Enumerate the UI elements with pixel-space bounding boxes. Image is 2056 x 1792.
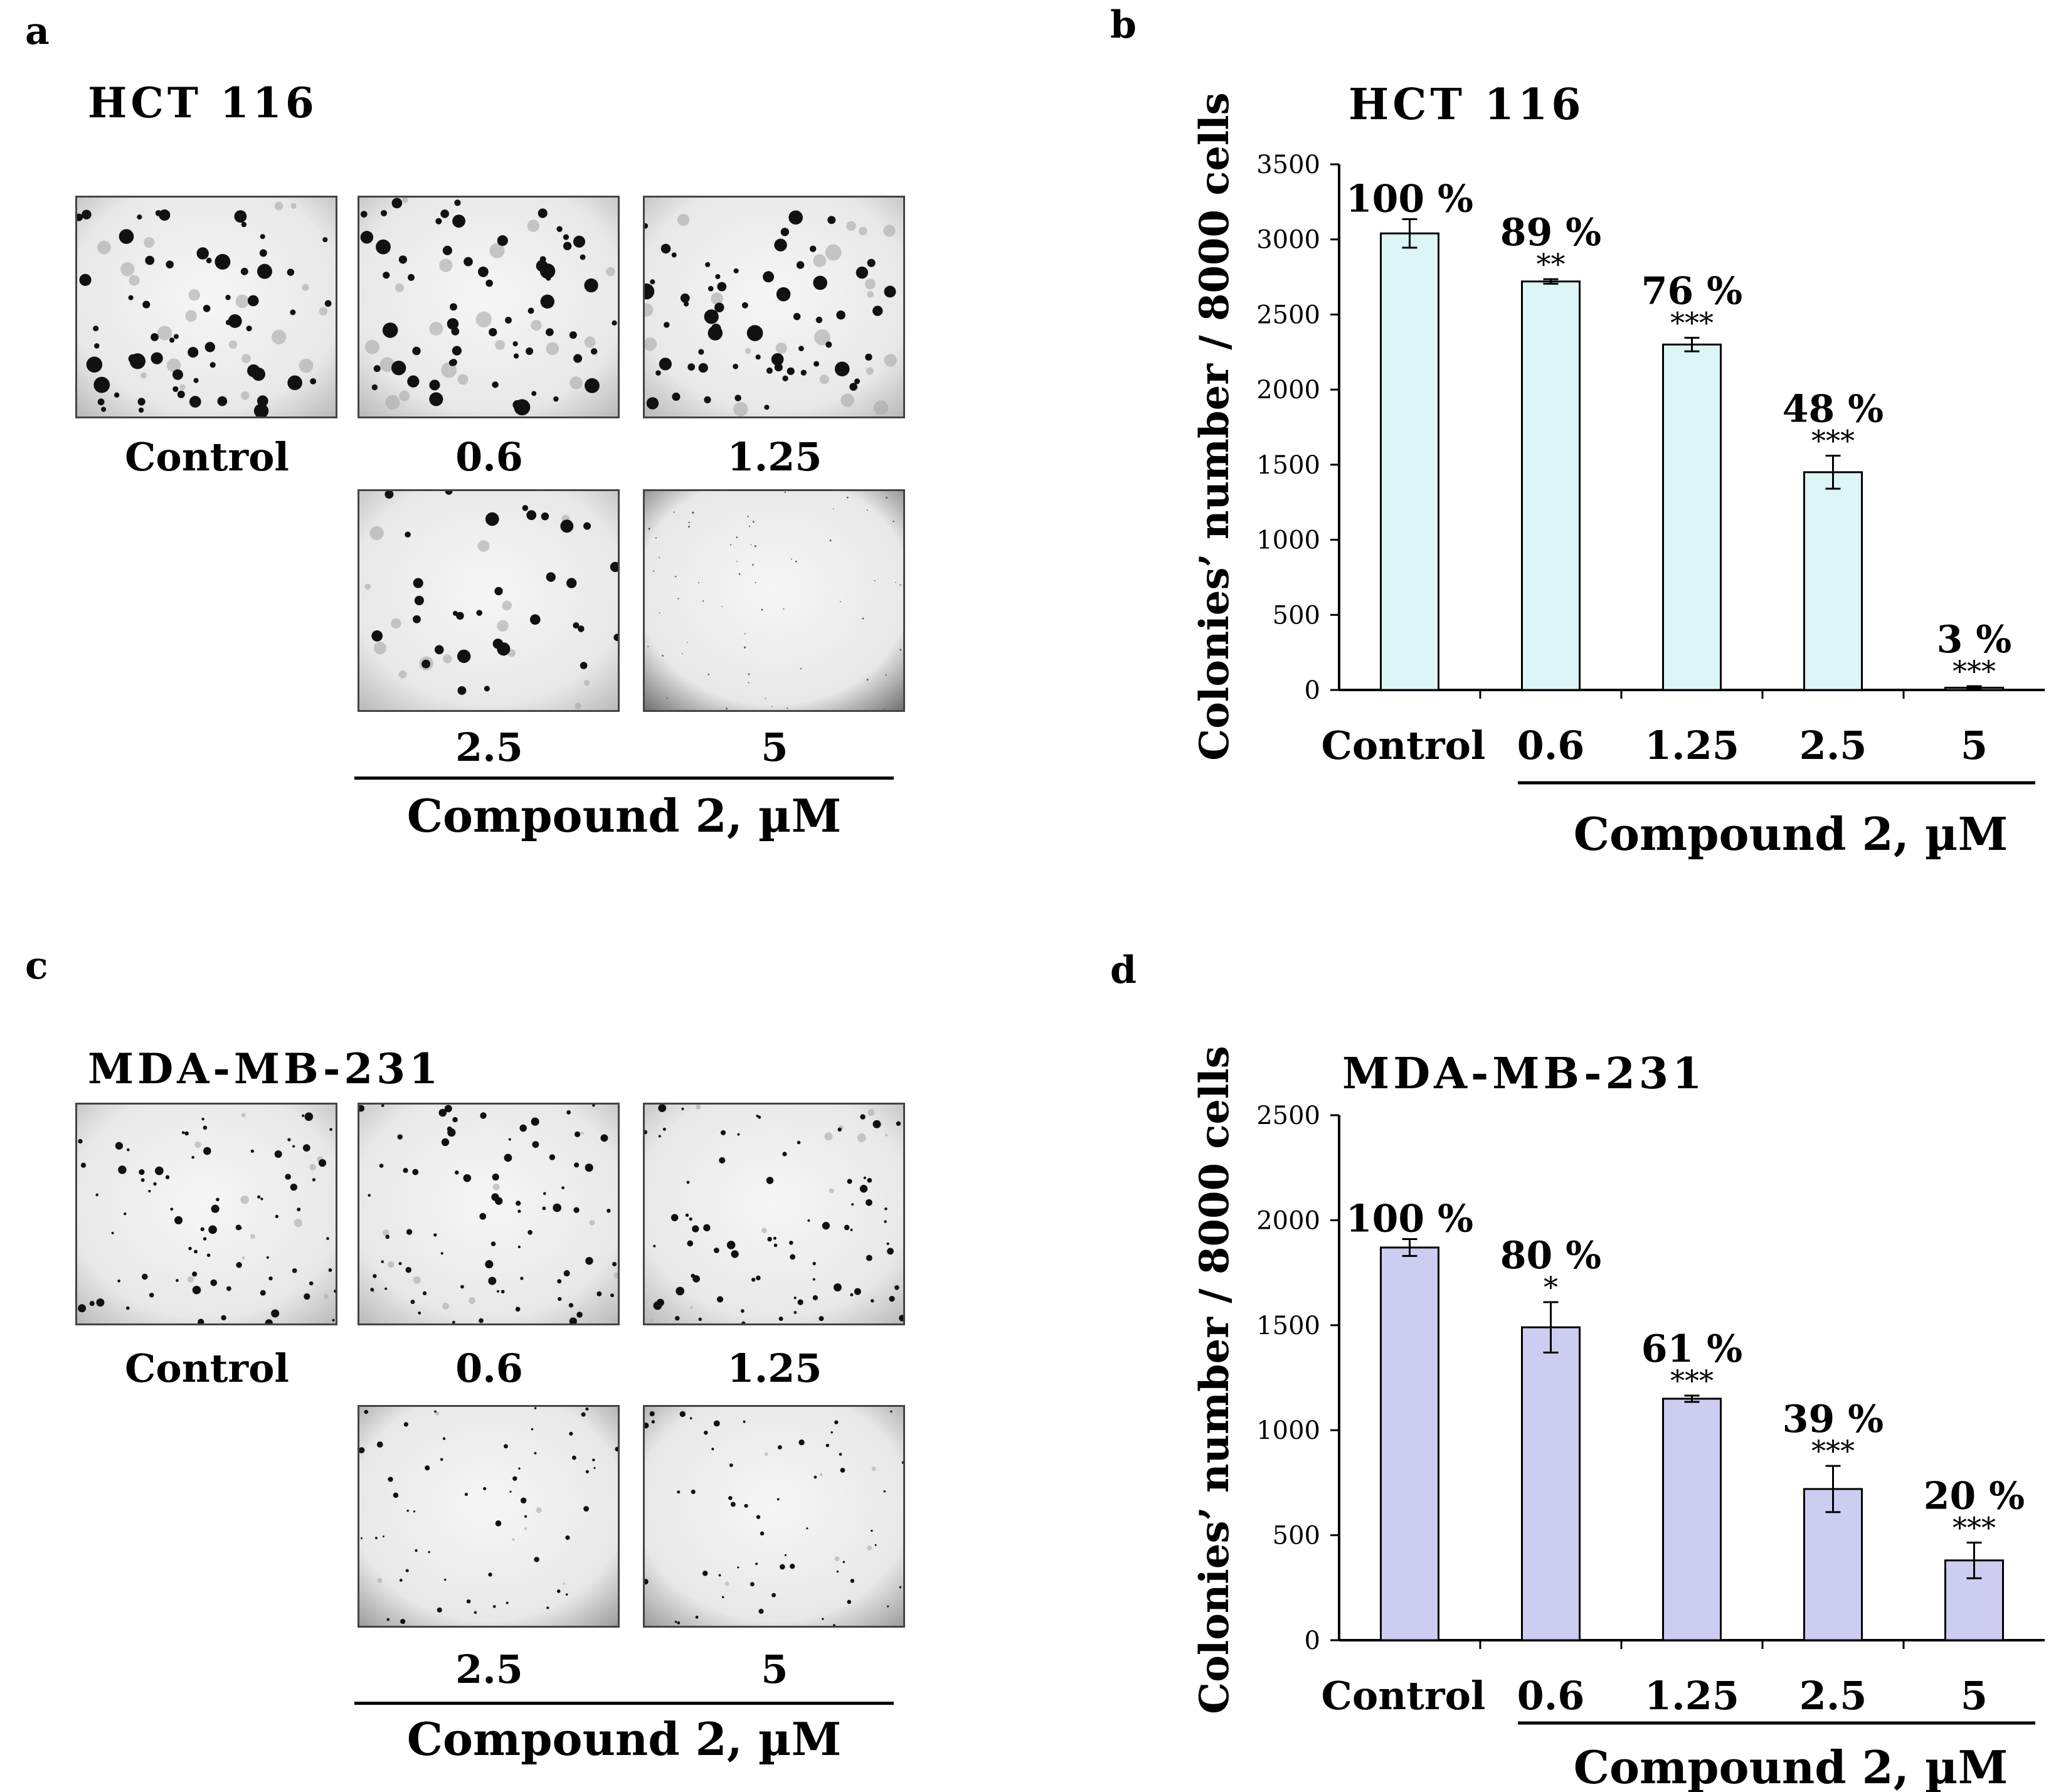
hct-significance-label: ***: [1670, 306, 1714, 340]
mda-5-photo: [643, 1405, 905, 1628]
hct-bar: [1662, 343, 1722, 691]
panel-label-d: d: [1110, 948, 1137, 992]
mda-category-label: Control: [1322, 1673, 1486, 1719]
mda-category-label: 1.25: [1645, 1673, 1739, 1719]
mda-percent-label: 39 %: [1783, 1397, 1884, 1441]
hct-significance-label: ***: [1953, 654, 1996, 688]
hct-category-label: Control: [1322, 723, 1486, 768]
mda-y-axis-label: Colonies’ number / 8000 cells: [1191, 1046, 1238, 1714]
hct-category-label: 5: [1961, 723, 1988, 768]
colony-image: [359, 198, 618, 416]
panel-label-c: c: [25, 944, 48, 988]
hct-significance-label: **: [1537, 247, 1566, 281]
mda-y-tick-label: 1000: [1256, 1416, 1320, 1445]
hct-1.25-photo: [643, 196, 905, 418]
mda-category-label: 2.5: [1799, 1673, 1867, 1719]
colony-image: [359, 1407, 618, 1626]
colony-image: [77, 1105, 336, 1323]
hct-chart-title: HCT 116: [1349, 80, 1585, 130]
colony-image: [359, 491, 618, 710]
hct-caption-1.25: 1.25: [727, 434, 822, 480]
mda-control-photo: [75, 1103, 337, 1325]
hct-control-photo: [75, 196, 337, 418]
mda-compound-underline: [354, 1702, 894, 1705]
mda-y-tick-label: 500: [1273, 1522, 1320, 1551]
hct-5-photo: [643, 489, 905, 712]
mda-percent-label: 80 %: [1500, 1234, 1601, 1278]
hct-percent-label: 3 %: [1937, 618, 2012, 662]
hct-percent-label: 76 %: [1641, 270, 1742, 314]
hct-compound-underline: [354, 777, 894, 780]
mda-bar: [1803, 1488, 1863, 1641]
mda-0.6-photo: [358, 1103, 620, 1325]
hct-bar: [1380, 232, 1439, 691]
mda-percent-label: 20 %: [1924, 1474, 2025, 1518]
hct-compound-label: Compound 2, µM: [406, 789, 842, 842]
mda-y-tick-label: 2500: [1256, 1101, 1320, 1130]
mda-caption-0.6: 0.6: [455, 1345, 523, 1391]
mda-bar: [1380, 1246, 1439, 1641]
hct-y-tick-label: 3000: [1256, 226, 1320, 255]
hct-caption-control: Control: [125, 434, 289, 480]
hct-percent-label: 89 %: [1500, 211, 1601, 255]
colony-image: [645, 1105, 903, 1323]
hct-y-tick-label: 2000: [1256, 376, 1320, 405]
mda-compound-label: Compound 2, µM: [406, 1712, 842, 1766]
colony-image: [359, 1105, 618, 1323]
hct-2.5-photo: [358, 489, 620, 712]
hct-y-axis-label: Colonies’ number / 8000 cells: [1191, 92, 1238, 760]
mda-caption-control: Control: [125, 1345, 289, 1391]
hct-caption-0.6: 0.6: [455, 434, 523, 480]
mda-2.5-photo: [358, 1405, 620, 1628]
hct-significance-label: ***: [1811, 423, 1855, 457]
hct-y-tick-label: 3500: [1256, 151, 1320, 179]
panel-c-title: MDA-MB-231: [88, 1044, 442, 1093]
hct-x-axis-label: Compound 2, µM: [1574, 807, 2008, 861]
hct-y-tick-label: 2500: [1256, 300, 1320, 329]
panel-a-title: HCT 116: [88, 78, 318, 127]
hct-y-tick-label: 1500: [1256, 451, 1320, 480]
mda-category-label: 0.6: [1517, 1673, 1585, 1719]
mda-x-axis-label: Compound 2, µM: [1574, 1741, 2008, 1792]
mda-y-tick-label: 1500: [1256, 1312, 1320, 1340]
mda-percent-label: 61 %: [1641, 1327, 1742, 1371]
panel-label-b: b: [1110, 3, 1137, 47]
mda-significance-label: *: [1544, 1270, 1558, 1304]
hct-0.6-photo: [358, 196, 620, 418]
hct-percent-label: 100 %: [1346, 177, 1473, 221]
hct-y-tick-label: 500: [1273, 601, 1320, 630]
mda-y-tick-label: 2000: [1256, 1206, 1320, 1235]
mda-chart-title: MDA-MB-231: [1342, 1049, 1705, 1099]
colony-image: [77, 198, 336, 416]
mda-y-tick-label: 0: [1305, 1626, 1320, 1655]
mda-caption-5: 5: [761, 1646, 788, 1692]
mda-bar: [1521, 1326, 1581, 1641]
hct-category-label: 0.6: [1517, 723, 1585, 768]
mda-1.25-photo: [643, 1103, 905, 1325]
mda-percent-label: 100 %: [1346, 1197, 1473, 1241]
colony-image: [645, 198, 903, 416]
mda-caption-2.5: 2.5: [455, 1646, 523, 1692]
hct-caption-2.5: 2.5: [455, 724, 523, 770]
hct-category-label: 1.25: [1645, 723, 1739, 768]
mda-chart: MDA-MB-231 Colonies’ number / 8000 cells 0…: [1191, 1046, 2045, 1792]
mda-bar: [1662, 1397, 1722, 1641]
hct-category-label: 2.5: [1799, 723, 1867, 768]
hct-bar: [1521, 280, 1581, 691]
hct-bar: [1803, 471, 1863, 691]
mda-significance-label: ***: [1953, 1510, 1996, 1544]
colony-image: [645, 1407, 903, 1626]
hct-percent-label: 48 %: [1783, 387, 1884, 431]
hct-chart: HCT 116 Colonies’ number / 8000 cells 0 500…: [1191, 80, 2045, 861]
panel-label-a: a: [25, 9, 50, 53]
mda-significance-label: ***: [1811, 1434, 1855, 1468]
colony-image: [645, 491, 903, 710]
mda-significance-label: ***: [1670, 1364, 1714, 1397]
hct-y-tick-label: 1000: [1256, 526, 1320, 555]
mda-category-label: 5: [1961, 1673, 1988, 1719]
hct-caption-5: 5: [761, 724, 788, 770]
mda-caption-1.25: 1.25: [727, 1345, 822, 1391]
hct-y-tick-label: 0: [1305, 676, 1320, 705]
